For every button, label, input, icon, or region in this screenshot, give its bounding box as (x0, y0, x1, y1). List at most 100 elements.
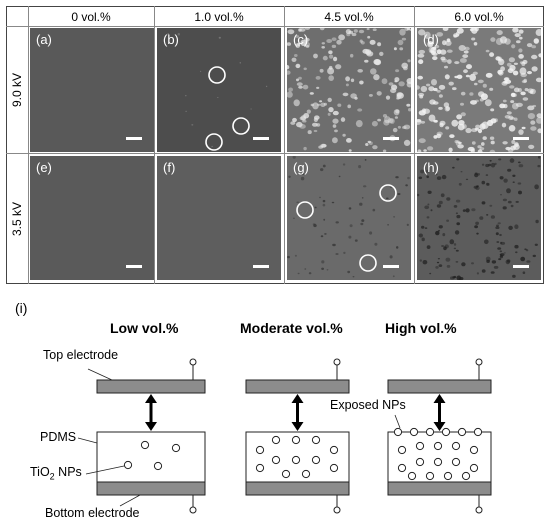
particle-spot (331, 37, 337, 41)
particle-spot (177, 32, 180, 36)
particle-spot (499, 250, 503, 253)
particle-spot (424, 227, 428, 229)
particle-spot (340, 117, 346, 122)
particle-spot (454, 61, 460, 65)
particle-spot (445, 126, 450, 130)
particle-spot (456, 28, 464, 34)
particle-spot (372, 145, 378, 150)
particle-spot (332, 243, 336, 247)
particle-spot (287, 70, 291, 75)
particle-spot (265, 85, 268, 88)
particle-spot (350, 78, 355, 83)
tio2-particle (433, 441, 443, 451)
particle-spot (333, 56, 338, 62)
scale-bar (513, 265, 529, 268)
particle-spot (319, 196, 321, 199)
particle-spot (332, 118, 339, 124)
sem-grid-frame (6, 6, 544, 284)
particle-spot (513, 117, 518, 121)
particle-spot (427, 190, 432, 194)
particle-spot (477, 128, 483, 134)
particle-spot (310, 103, 314, 107)
particle-spot (297, 43, 301, 47)
particle-spot (459, 58, 467, 63)
particle-spot (438, 106, 443, 110)
particle-spot (496, 224, 499, 227)
particle-spot (500, 36, 507, 44)
particle-spot (471, 37, 476, 41)
particle-spot (428, 46, 435, 53)
column-header-0: 0 vol.% (71, 10, 111, 24)
particle-spot (288, 87, 293, 92)
particle-spot (347, 104, 351, 109)
particle-spot (294, 54, 298, 57)
tio2-particle (329, 445, 339, 455)
particle-spot (389, 255, 393, 259)
particle-spot (444, 244, 449, 249)
bottom-electrode (387, 481, 492, 496)
tio2-particle (329, 463, 339, 473)
particle-spot (501, 122, 507, 128)
particle-spot (338, 175, 341, 178)
particle-spot (532, 254, 536, 258)
tio2-particle (443, 471, 453, 481)
particle-spot (434, 44, 440, 49)
force-arrow-head-down (145, 422, 157, 431)
particle-spot (389, 186, 393, 188)
particle-spot (436, 176, 442, 180)
header-moderate: Moderate vol.% (240, 320, 343, 336)
particle-spot (484, 239, 489, 245)
particle-spot (388, 82, 394, 86)
particle-spot (497, 56, 502, 61)
tio2-particle (281, 469, 291, 479)
particle-spot (526, 260, 531, 263)
panel-label-i: (i) (15, 300, 28, 316)
particle-spot (367, 35, 371, 39)
particle-spot (295, 63, 301, 69)
particle-spot (407, 176, 410, 180)
particle-spot (351, 32, 357, 37)
highlight-circle (359, 254, 377, 272)
particle-spot (345, 29, 351, 35)
particle-spot (418, 176, 423, 180)
particle-spot (420, 169, 425, 174)
scale-bar (253, 265, 269, 268)
particle-spot (502, 198, 507, 202)
particle-spot (417, 53, 425, 58)
particle-spot (357, 108, 363, 112)
particle-spot (508, 125, 516, 132)
particle-spot (335, 64, 342, 70)
particle-spot (387, 118, 394, 124)
particle-spot (474, 82, 478, 86)
particle-spot (448, 81, 454, 86)
particle-spot (512, 274, 516, 278)
particle-spot (506, 62, 512, 67)
particle-spot (474, 173, 479, 178)
particle-spot (469, 73, 476, 81)
particle-spot (536, 117, 541, 124)
particle-spot (485, 256, 491, 262)
particle-spot (513, 62, 518, 65)
particle-spot (465, 178, 469, 181)
particle-spot (436, 261, 440, 264)
particle-spot (438, 94, 443, 98)
bottom-electrode (245, 481, 350, 496)
particle-spot (518, 48, 523, 53)
particle-spot (367, 140, 371, 144)
pdms-layer (96, 431, 206, 483)
particle-spot (313, 129, 318, 133)
terminal-node (189, 358, 197, 366)
particle-spot (288, 175, 291, 178)
particle-spot (384, 116, 391, 124)
particle-spot (460, 112, 466, 117)
particle-spot (518, 29, 524, 34)
particle-spot (300, 176, 305, 181)
particle-spot (417, 85, 420, 90)
highlight-circle (208, 66, 226, 84)
particle-spot (482, 83, 487, 88)
particle-spot (335, 221, 339, 224)
particle-spot (303, 146, 307, 151)
particle-spot (406, 103, 411, 107)
particle-spot (460, 91, 466, 96)
particle-spot (328, 75, 334, 81)
